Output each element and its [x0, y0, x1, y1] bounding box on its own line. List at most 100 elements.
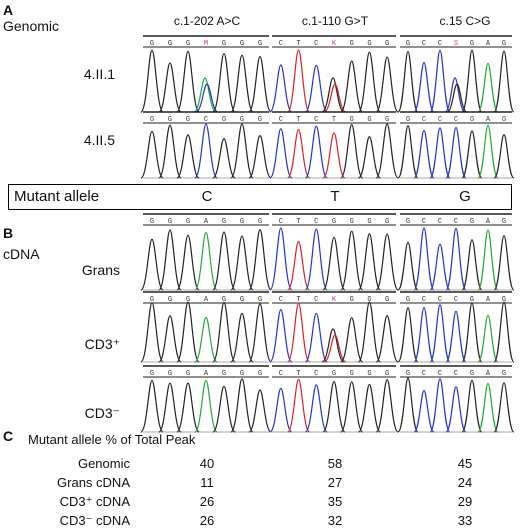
table-cell-4-1: 26	[199, 513, 215, 528]
sequence-letter: C	[314, 296, 318, 304]
trace-peak	[493, 50, 515, 113]
trace-peak	[397, 307, 419, 363]
sequence-letter: G	[367, 116, 371, 124]
sequence-letter: C	[422, 218, 426, 226]
trace-peak	[322, 132, 346, 179]
trace-peak	[413, 307, 435, 363]
trace-peak	[429, 378, 451, 433]
panel-b-letter: B	[3, 225, 14, 241]
sequence-letter: G	[168, 116, 172, 124]
sequence-letter: C	[314, 40, 318, 48]
sequence-letter: C	[438, 116, 442, 124]
mutant-allele-label: Mutant allele	[14, 188, 100, 205]
trace-peak	[477, 229, 499, 291]
trace-peak	[429, 49, 451, 113]
trace-peak	[477, 382, 499, 433]
sequence-letter: G	[385, 296, 389, 304]
sequence-letter: G	[502, 116, 506, 124]
table-row-label-1: Genomic	[77, 456, 130, 471]
table-row-label-3: CD3⁺ cDNA	[59, 494, 130, 509]
sequence-letter: C	[279, 296, 283, 304]
trace-peak	[323, 334, 347, 363]
sequence-letter: G	[186, 296, 190, 304]
trace-peak	[340, 124, 364, 179]
column-header-3: c.15 C>G	[439, 14, 491, 28]
trace-peak	[477, 62, 499, 113]
trace-peak	[413, 129, 435, 179]
sequence-letter: K	[332, 40, 337, 48]
sequence-letter: A	[204, 296, 209, 304]
sequence-letter: T	[332, 116, 336, 124]
trace-peak	[340, 317, 364, 363]
trace-peak	[194, 232, 218, 291]
sequence-letter: G	[502, 296, 506, 304]
sequence-letter: G	[470, 116, 474, 124]
sequence-letter: G	[385, 40, 389, 48]
sequence-letter: G	[168, 370, 172, 378]
trace-peak	[413, 227, 435, 291]
trace-peak	[493, 235, 515, 291]
table-cell-3-1: 26	[199, 494, 215, 509]
sequence-letter: G	[240, 116, 244, 124]
sequence-letter: A	[486, 370, 491, 378]
sequence-letter: C	[454, 116, 458, 124]
trace-peak	[304, 312, 328, 363]
trace-peak	[230, 312, 254, 363]
trace-peak	[287, 303, 311, 363]
table-cell-4-3: 33	[457, 513, 473, 528]
table-cell-3-3: 29	[457, 494, 473, 509]
sequence-letter: G	[406, 218, 410, 226]
table-row-label-2: Grans cDNA	[57, 475, 130, 490]
trace-peak	[248, 229, 272, 291]
sequence-letter: G	[258, 116, 262, 124]
genomic-row-label-2: 4.II.5	[83, 132, 115, 148]
trace-peak	[193, 77, 217, 113]
sequence-letter: C	[204, 116, 208, 124]
trace-peak	[248, 56, 272, 113]
trace-peak	[340, 230, 364, 291]
sequence-letter: G	[150, 296, 154, 304]
trace-peak	[357, 136, 381, 179]
trace-peak	[248, 389, 272, 433]
trace-peak	[375, 233, 399, 291]
sequence-letter: G	[150, 116, 154, 124]
trace-peak	[230, 123, 254, 179]
trace-peak	[287, 49, 311, 113]
mutant-base-1: C	[201, 188, 213, 205]
sequence-letter: C	[454, 296, 458, 304]
trace-peak	[357, 383, 381, 433]
sequence-letter: A	[204, 370, 209, 378]
sequence-letter: K	[332, 296, 337, 304]
trace-peak	[269, 387, 293, 433]
trace-peak	[194, 123, 218, 179]
sequence-letter: C	[314, 370, 318, 378]
sequence-letter: C	[422, 296, 426, 304]
sequence-letter: G	[186, 116, 190, 124]
table-cell-1-2: 58	[327, 456, 343, 471]
trace-peak	[461, 130, 483, 179]
sequence-letter: G	[385, 116, 389, 124]
trace-peak	[158, 124, 182, 179]
sequence-letter: G	[150, 218, 154, 226]
trace-peak	[397, 377, 419, 433]
trace-peak	[397, 50, 419, 113]
trace-peak	[176, 301, 200, 363]
trace-peak	[176, 134, 200, 179]
trace-peak	[357, 301, 381, 363]
table-cell-3-2: 35	[327, 494, 343, 509]
sequence-letter: T	[296, 218, 300, 226]
table-cell-2-2: 27	[327, 475, 343, 490]
sequence-letter: G	[470, 218, 474, 226]
trace-peak	[140, 379, 164, 433]
trace-peak	[212, 301, 236, 363]
sequence-letter: G	[222, 370, 226, 378]
cdna-row-label-2: CD3⁺	[84, 336, 120, 352]
trace-peak	[445, 227, 467, 291]
sequence-letter: C	[279, 40, 283, 48]
sequence-letter: G	[222, 40, 226, 48]
trace-peak	[269, 64, 293, 113]
sequence-letter: C	[438, 218, 442, 226]
sequence-letter: G	[150, 40, 154, 48]
sequence-letter: C	[422, 116, 426, 124]
trace-peak	[445, 310, 467, 363]
